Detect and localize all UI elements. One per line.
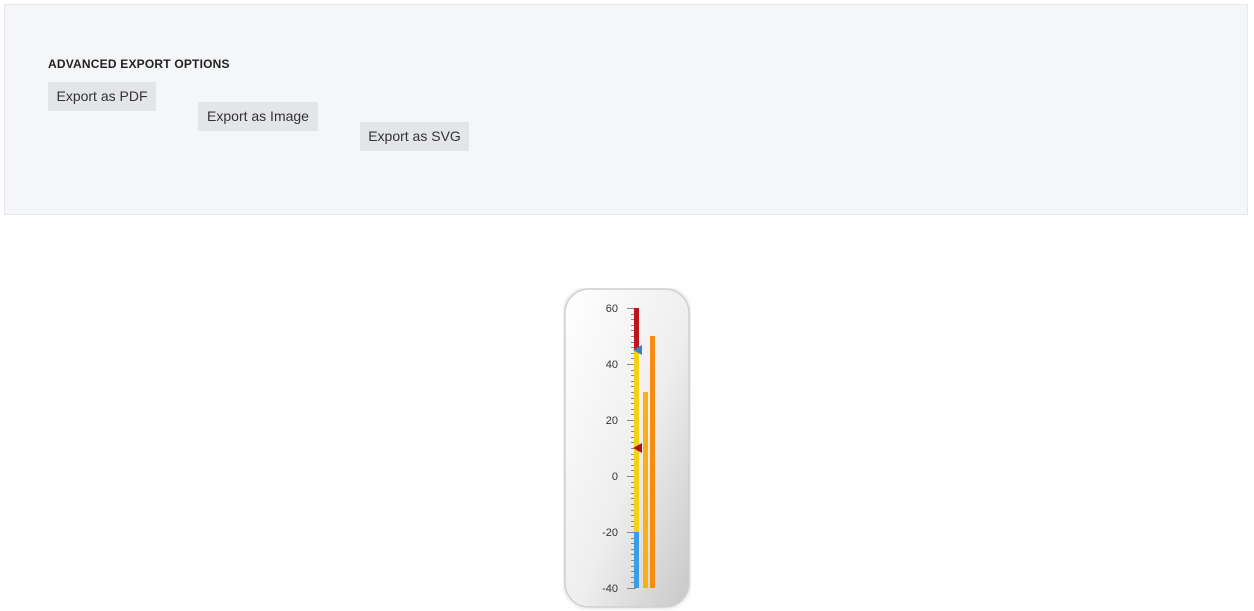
export-svg-button[interactable]: Export as SVG	[360, 122, 469, 151]
gauge-bar	[650, 336, 655, 588]
tick-label: 20	[606, 415, 618, 427]
gauge-frame	[564, 288, 690, 608]
gauge-range	[634, 350, 639, 392]
tick-label: 0	[612, 471, 618, 483]
tick-label: -20	[602, 527, 618, 539]
export-options-title: ADVANCED EXPORT OPTIONS	[48, 57, 230, 71]
export-image-button[interactable]: Export as Image	[198, 102, 318, 131]
gauge-pointers	[633, 345, 642, 453]
gauge-range	[634, 308, 639, 350]
tick-label: -40	[602, 583, 618, 595]
gauge-range	[634, 392, 639, 532]
gauge-range	[634, 532, 639, 588]
tick-label: 60	[606, 303, 618, 315]
linear-gauge: 60 40 20 0 -20 -40	[563, 288, 691, 611]
tick-label: 40	[606, 359, 618, 371]
gauge-bars	[643, 336, 655, 588]
gauge-bar	[643, 392, 648, 588]
gauge-svg: 60 40 20 0 -20 -40	[564, 288, 690, 608]
export-pdf-button[interactable]: Export as PDF	[48, 82, 156, 111]
gauge-tick-labels: 60 40 20 0 -20 -40	[602, 303, 618, 595]
gauge-ranges	[634, 308, 639, 588]
gauge-pointer-marker	[633, 345, 642, 355]
export-options-panel: ADVANCED EXPORT OPTIONS Export as PDF Ex…	[4, 4, 1248, 215]
gauge-pointer-marker	[633, 443, 642, 453]
